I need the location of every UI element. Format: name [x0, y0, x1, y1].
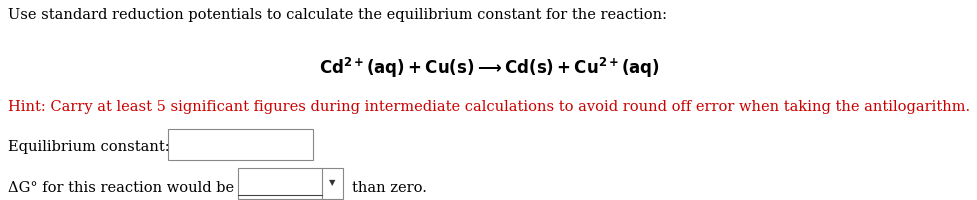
Text: than zero.: than zero. [352, 180, 427, 194]
Text: $\mathbf{Cd^{2+}(aq) + Cu(s)\longrightarrow Cd(s) + Cu^{2+}(aq)}$: $\mathbf{Cd^{2+}(aq) + Cu(s)\longrightar… [319, 56, 658, 80]
FancyBboxPatch shape [237, 168, 343, 199]
Text: ΔG° for this reaction would be: ΔG° for this reaction would be [8, 180, 234, 194]
FancyBboxPatch shape [168, 129, 313, 160]
Text: Use standard reduction potentials to calculate the equilibrium constant for the : Use standard reduction potentials to cal… [8, 8, 666, 22]
Text: ▼: ▼ [329, 177, 335, 186]
Text: Hint: Carry at least 5 significant figures during intermediate calculations to a: Hint: Carry at least 5 significant figur… [8, 100, 969, 114]
Text: Equilibrium constant:: Equilibrium constant: [8, 139, 169, 153]
